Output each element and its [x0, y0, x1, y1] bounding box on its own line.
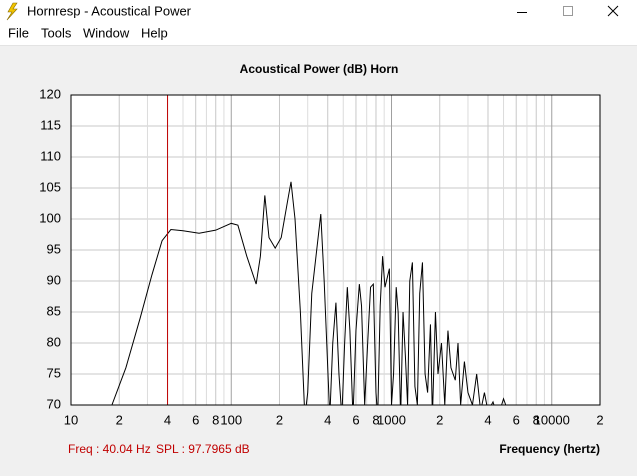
status-frequency: Freq : 40.04 Hz: [68, 442, 151, 456]
y-tick-label: 110: [40, 148, 61, 163]
x-tick-label: 1000: [377, 412, 406, 427]
y-tick-label: 90: [47, 272, 61, 287]
y-tick-label: 70: [47, 396, 61, 411]
x-tick-label: 8: [533, 412, 540, 427]
menu-bar: File Tools Window Help: [8, 25, 168, 40]
x-tick-label: 4: [484, 412, 491, 427]
x-tick-label: 10: [64, 412, 78, 427]
x-tick-label: 10000: [534, 412, 570, 427]
menu-item[interactable]: Window: [83, 25, 130, 40]
plot: [111, 95, 507, 405]
y-tick-label: 95: [47, 241, 61, 256]
x-tick-label: 6: [192, 412, 199, 427]
y-tick-label: 100: [39, 210, 61, 225]
x-tick-label: 8: [372, 412, 379, 427]
title-area: [0, 0, 637, 45]
window-title: Hornresp - Acoustical Power: [27, 3, 192, 18]
x-tick-label: 2: [276, 412, 283, 427]
plot-border: [70, 94, 601, 406]
x-tick-label: 8: [212, 412, 219, 427]
x-tick-label: 2: [436, 412, 443, 427]
x-tick-label: 6: [352, 412, 359, 427]
x-tick-label: 4: [164, 412, 171, 427]
data-line: [111, 181, 507, 405]
status-spl: SPL : 97.7965 dB: [156, 442, 250, 456]
y-tick-label: 85: [47, 303, 61, 318]
x-tick-label: 6: [513, 412, 520, 427]
y-tick-label: 115: [40, 117, 61, 132]
maximize-button[interactable]: [563, 6, 573, 16]
menu-item[interactable]: Tools: [41, 25, 72, 40]
menu-item[interactable]: File: [8, 25, 29, 40]
x-tick-label: 2: [116, 412, 123, 427]
x-axis-label: Frequency (hertz): [499, 442, 600, 456]
x-tick-label: 4: [324, 412, 331, 427]
x-tick-label: 2: [596, 412, 603, 427]
y-tick-label: 75: [47, 365, 61, 380]
chart-title: Acoustical Power (dB) Horn: [240, 62, 399, 76]
y-tick-label: 120: [39, 86, 61, 101]
y-tick-label: 80: [47, 334, 61, 349]
y-tick-label: 105: [39, 179, 61, 194]
close-button[interactable]: [607, 5, 619, 17]
menu-item[interactable]: Help: [141, 25, 168, 40]
x-tick-label: 100: [220, 412, 242, 427]
app-icon: [6, 2, 18, 21]
